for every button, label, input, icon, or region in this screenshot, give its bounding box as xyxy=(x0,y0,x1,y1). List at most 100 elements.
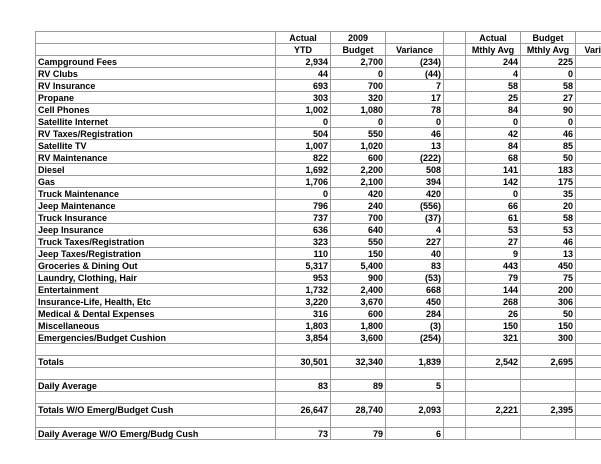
cell-mthly-actual[interactable] xyxy=(465,415,521,428)
cell-spacer[interactable] xyxy=(443,211,466,224)
cell-mthly-variance[interactable]: 56 xyxy=(575,283,601,296)
row-label-cell[interactable]: Medical & Dental Expenses xyxy=(35,307,276,320)
cell-variance[interactable] xyxy=(385,391,444,404)
cell-mthly-actual[interactable]: 142 xyxy=(465,175,521,188)
cell-spacer[interactable] xyxy=(443,151,466,164)
cell-spacer[interactable] xyxy=(443,271,466,284)
cell-mthly-budget[interactable]: 183 xyxy=(520,163,576,176)
table-row-gap[interactable]: 0 xyxy=(35,343,601,356)
row-label-cell[interactable]: Propane xyxy=(35,91,276,104)
cell-variance[interactable]: (222) xyxy=(385,151,444,164)
table-row[interactable]: RV Insurance693700758581 xyxy=(35,79,601,92)
cell-mthly-actual[interactable]: 2,221 xyxy=(465,403,521,416)
cell-mthly-budget[interactable]: 50 xyxy=(520,307,576,320)
cell-spacer[interactable] xyxy=(443,91,466,104)
cell-actual-ytd[interactable]: 30,501 xyxy=(275,355,331,368)
table-row-blank[interactable] xyxy=(35,367,601,380)
cell-budget[interactable]: 2,200 xyxy=(330,163,386,176)
cell-spacer[interactable] xyxy=(443,199,466,212)
cell-variance[interactable]: 394 xyxy=(385,175,444,188)
cell-variance[interactable]: 40 xyxy=(385,247,444,260)
cell-variance[interactable] xyxy=(385,367,444,380)
cell-variance[interactable]: 0 xyxy=(385,115,444,128)
table-row-blank[interactable] xyxy=(35,415,601,428)
cell-actual-ytd[interactable]: 693 xyxy=(275,79,331,92)
cell-variance[interactable]: 420 xyxy=(385,187,444,200)
cell-mthly-budget[interactable] xyxy=(520,379,576,392)
cell-actual-ytd[interactable]: 1,002 xyxy=(275,103,331,116)
table-row[interactable]: Truck Maintenance042042003535 xyxy=(35,187,601,200)
cell-budget[interactable]: 150 xyxy=(330,247,386,260)
cell-spacer[interactable] xyxy=(443,343,466,356)
cell-mthly-budget[interactable]: 20 xyxy=(520,199,576,212)
row-label-cell[interactable]: Insurance-Life, Health, Etc xyxy=(35,295,276,308)
cell-mthly-actual[interactable]: 66 xyxy=(465,199,521,212)
cell-mthly-actual[interactable]: 58 xyxy=(465,79,521,92)
cell-mthly-actual[interactable] xyxy=(465,367,521,380)
cell-budget[interactable]: 28,740 xyxy=(330,403,386,416)
cell-mthly-actual[interactable]: 26 xyxy=(465,307,521,320)
cell-mthly-actual[interactable]: 141 xyxy=(465,163,521,176)
cell-mthly-variance[interactable]: (46) xyxy=(575,199,601,212)
cell-spacer[interactable] xyxy=(443,415,466,428)
cell-actual-ytd[interactable]: 110 xyxy=(275,247,331,260)
cell-variance[interactable]: 5 xyxy=(385,379,444,392)
row-label-cell[interactable]: Groceries & Dining Out xyxy=(35,259,276,272)
cell-actual-ytd[interactable]: 1,692 xyxy=(275,163,331,176)
row-label-cell[interactable]: Miscellaneous xyxy=(35,319,276,332)
cell-variance[interactable]: 7 xyxy=(385,79,444,92)
cell-mthly-budget[interactable] xyxy=(520,367,576,380)
cell-variance[interactable]: 4 xyxy=(385,223,444,236)
row-label-cell[interactable]: Emergencies/Budget Cushion xyxy=(35,331,276,344)
summary-row[interactable]: Daily Average W/O Emerg/Budg Cush 73 79 6 xyxy=(35,427,601,440)
cell-mthly-variance[interactable]: (4) xyxy=(575,67,601,80)
cell-mthly-actual[interactable]: 2,542 xyxy=(465,355,521,368)
cell-spacer[interactable] xyxy=(443,379,466,392)
cell-mthly-variance[interactable]: (0) xyxy=(575,319,601,332)
cell-mthly-variance[interactable] xyxy=(575,367,601,380)
cell-actual-ytd[interactable]: 3,220 xyxy=(275,295,331,308)
cell-mthly-budget[interactable] xyxy=(520,343,576,356)
cell-spacer[interactable] xyxy=(443,427,466,440)
summary-row[interactable]: Daily Average 83 89 5 xyxy=(35,379,601,392)
cell-variance[interactable] xyxy=(385,343,444,356)
cell-spacer[interactable] xyxy=(443,55,466,68)
cell-spacer[interactable] xyxy=(443,403,466,416)
cell-spacer[interactable] xyxy=(443,139,466,152)
cell-mthly-budget[interactable] xyxy=(520,391,576,404)
cell-mthly-budget[interactable]: 75 xyxy=(520,271,576,284)
cell-variance[interactable]: 284 xyxy=(385,307,444,320)
cell-spacer[interactable] xyxy=(443,331,466,344)
cell-actual-ytd[interactable]: 1,732 xyxy=(275,283,331,296)
cell-mthly-budget[interactable]: 300 xyxy=(520,331,576,344)
cell-budget[interactable]: 320 xyxy=(330,91,386,104)
cell-mthly-budget[interactable]: 85 xyxy=(520,139,576,152)
cell-budget[interactable]: 32,340 xyxy=(330,355,386,368)
cell-mthly-budget[interactable]: 58 xyxy=(520,211,576,224)
cell-budget[interactable]: 89 xyxy=(330,379,386,392)
cell-variance[interactable]: (37) xyxy=(385,211,444,224)
cell-variance[interactable]: (3) xyxy=(385,319,444,332)
table-row[interactable]: Jeep Insurance636640453530 xyxy=(35,223,601,236)
cell-mthly-actual[interactable] xyxy=(465,391,521,404)
cell-mthly-budget[interactable]: 58 xyxy=(520,79,576,92)
row-label-cell[interactable]: Jeep Maintenance xyxy=(35,199,276,212)
cell-actual-ytd[interactable]: 26,647 xyxy=(275,403,331,416)
cell-mthly-actual[interactable]: 84 xyxy=(465,139,521,152)
row-label-cell[interactable]: Satellite TV xyxy=(35,139,276,152)
cell-budget[interactable] xyxy=(330,391,386,404)
cell-budget[interactable]: 550 xyxy=(330,127,386,140)
row-label-cell[interactable]: Campground Fees xyxy=(35,55,276,68)
cell-mthly-budget[interactable]: 0 xyxy=(520,115,576,128)
row-label-cell[interactable] xyxy=(35,391,276,404)
